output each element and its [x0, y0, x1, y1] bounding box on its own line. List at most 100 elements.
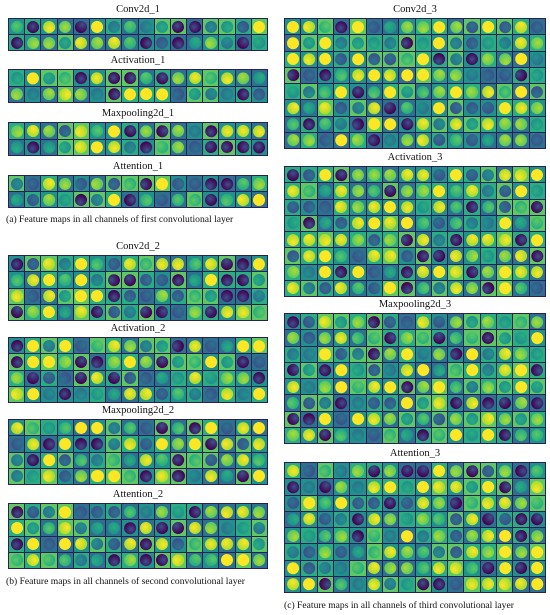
feature-map-tile: [122, 272, 138, 288]
feature-map-disc: [530, 529, 544, 543]
feature-map-disc: [220, 124, 234, 137]
feature-map-disc: [91, 505, 104, 519]
feature-map-tile: [513, 84, 529, 100]
feature-map-tile: [497, 280, 513, 296]
feature-map-tile: [235, 176, 251, 191]
feature-map-disc: [399, 427, 415, 443]
feature-map-disc: [351, 281, 365, 295]
feature-map-tile: [235, 420, 251, 436]
feature-map-tile: [464, 280, 480, 296]
feature-map-disc: [415, 427, 431, 443]
feature-map-disc: [285, 215, 301, 231]
feature-map-tile: [399, 576, 415, 592]
feature-map-tile: [235, 552, 251, 568]
feature-map-tile: [41, 288, 57, 304]
feature-map-disc: [220, 71, 234, 85]
feature-map-tile: [285, 232, 301, 248]
feature-map-tile: [301, 544, 317, 560]
feature-map-disc: [155, 371, 170, 385]
feature-map-disc: [58, 553, 72, 568]
feature-map-disc: [514, 117, 529, 132]
feature-map-tile: [203, 139, 219, 155]
feature-map-tile: [317, 314, 333, 330]
feature-map-disc: [57, 19, 73, 34]
feature-map-tile: [9, 19, 25, 34]
feature-map-tile: [73, 256, 89, 272]
feature-map-tile: [73, 338, 89, 354]
feature-map-disc: [399, 280, 415, 296]
feature-map-disc: [219, 35, 235, 50]
feature-map-tile: [187, 420, 203, 436]
feature-map-disc: [497, 544, 513, 560]
feature-map-disc: [366, 264, 382, 280]
feature-map-tile: [366, 100, 382, 116]
feature-map-tile: [382, 35, 399, 51]
feature-map-disc: [415, 19, 431, 35]
feature-map-disc: [497, 35, 513, 51]
feature-map-tile: [154, 386, 170, 402]
feature-map-tile: [529, 576, 545, 592]
feature-map-grid-activation-2: [8, 337, 268, 403]
feature-map-tile: [464, 51, 480, 67]
feature-map-disc: [302, 167, 316, 182]
feature-map-tile: [285, 395, 301, 411]
feature-map-tile: [301, 479, 317, 495]
feature-map-disc: [26, 437, 39, 451]
feature-map-tile: [529, 199, 545, 215]
feature-map-disc: [431, 199, 448, 215]
feature-map-tile: [89, 35, 106, 50]
feature-map-tile: [89, 272, 106, 288]
feature-map-tile: [73, 86, 89, 102]
feature-map-tile: [431, 330, 448, 346]
feature-map-tile: [350, 167, 366, 183]
feature-map-tile: [480, 330, 497, 346]
feature-map-tile: [203, 520, 219, 536]
feature-map-disc: [382, 116, 399, 132]
feature-map-disc: [415, 199, 431, 215]
feature-map-disc: [138, 176, 154, 191]
feature-map-tile: [529, 544, 545, 560]
feature-map-tile: [415, 183, 431, 199]
feature-map-disc: [302, 314, 316, 329]
feature-map-tile: [513, 167, 529, 183]
feature-map-tile: [350, 330, 366, 346]
feature-map-disc: [383, 412, 398, 426]
feature-map-tile: [350, 19, 366, 35]
feature-map-disc: [25, 469, 40, 484]
feature-map-tile: [448, 167, 464, 183]
feature-map-tile: [480, 132, 497, 148]
feature-map-disc: [448, 560, 464, 576]
feature-map-tile: [415, 264, 431, 280]
feature-map-tile: [138, 192, 154, 207]
feature-map-disc: [350, 544, 366, 560]
feature-map-tile: [382, 100, 399, 116]
feature-map-tile: [187, 256, 203, 272]
feature-map-tile: [285, 379, 301, 395]
feature-map-tile: [285, 67, 301, 83]
feature-map-disc: [25, 338, 41, 354]
feature-map-disc: [73, 123, 89, 139]
feature-map-disc: [187, 35, 203, 50]
feature-map-tile: [170, 19, 187, 34]
feature-map-disc: [334, 84, 349, 99]
feature-map-disc: [432, 84, 447, 99]
feature-map-disc: [122, 370, 138, 386]
feature-map-disc: [301, 232, 317, 248]
feature-map-disc: [251, 338, 267, 354]
feature-map-tile: [106, 552, 122, 568]
feature-map-disc: [513, 84, 529, 100]
feature-map-tile: [25, 354, 41, 370]
feature-map-disc: [235, 176, 251, 191]
feature-map-disc: [285, 411, 300, 427]
feature-map-tile: [41, 452, 57, 468]
feature-map-tile: [138, 338, 154, 354]
feature-map-disc: [302, 184, 316, 197]
feature-map-disc: [41, 370, 57, 386]
feature-map-tile: [529, 463, 545, 479]
feature-map-disc: [464, 248, 480, 264]
feature-map-tile: [89, 139, 106, 155]
feature-map-tile: [513, 35, 529, 51]
feature-map-tile: [9, 504, 25, 520]
feature-map-disc: [285, 101, 300, 115]
block-title-maxpooling2d-1: Maxpooling2d_1: [101, 108, 175, 119]
